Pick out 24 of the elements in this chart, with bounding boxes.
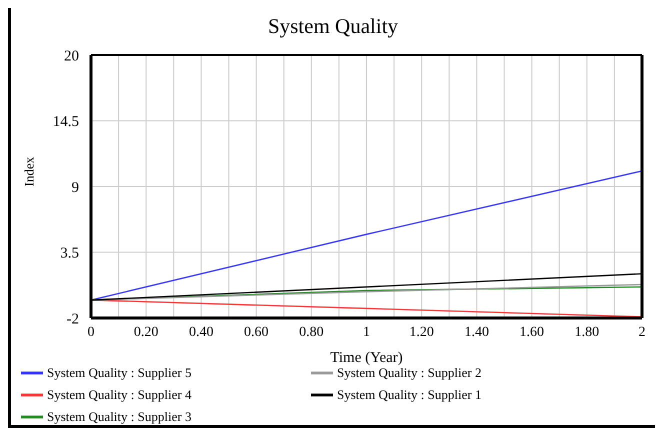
x-tick-label: 1.20 (409, 324, 434, 340)
x-tick-label: 0 (88, 324, 94, 340)
x-tick-label: 0.40 (188, 324, 214, 340)
x-tick-label: 1 (363, 324, 370, 340)
legend-label: System Quality : Supplier 5 (47, 364, 192, 380)
y-tick-label: 20 (64, 48, 79, 64)
x-tick-label: 1.40 (464, 324, 489, 340)
y-tick-label: -2 (66, 311, 79, 328)
y-tick-label: 3.5 (60, 246, 79, 262)
y-axis-title: Index (22, 156, 37, 186)
chart-title: System Quality (266, 13, 400, 40)
x-tick-label: 0.20 (134, 324, 158, 340)
legend-label: System Quality : Supplier 4 (47, 386, 192, 402)
x-tick-label: 2 (638, 324, 646, 340)
legend-label: System Quality : Supplier 2 (337, 364, 482, 380)
x-tick-label: 0.60 (244, 324, 269, 340)
y-tick-label: 9 (72, 180, 79, 196)
x-axis-title: Time (Year) (330, 350, 403, 366)
x-tick-label: 0.80 (299, 324, 324, 340)
y-tick-label: 14.5 (52, 114, 79, 130)
legend-label: System Quality : Supplier 3 (47, 408, 192, 424)
legend-label: System Quality : Supplier 1 (337, 386, 482, 402)
x-tick-label: 1.60 (520, 324, 544, 340)
x-tick-label: 1.80 (574, 324, 600, 340)
